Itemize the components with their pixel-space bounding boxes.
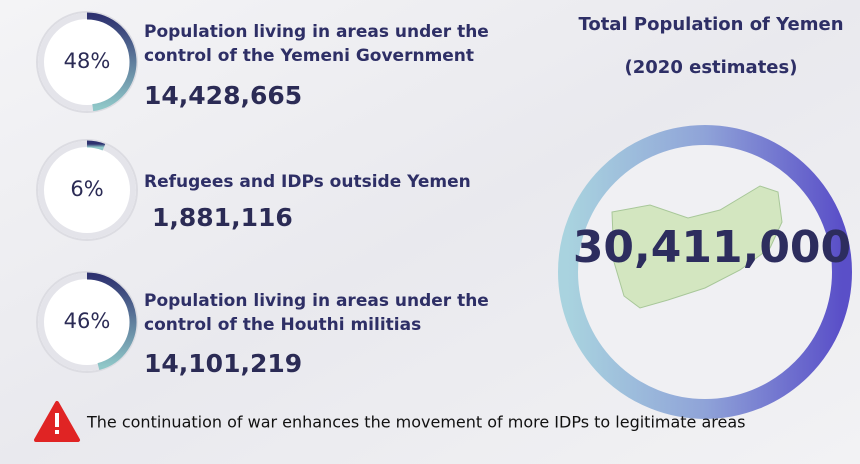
subtitle: (2020 estimates) bbox=[625, 57, 798, 78]
item-population: 14,101,219 bbox=[144, 349, 302, 378]
percent-arc bbox=[86, 12, 137, 112]
item-label: Population living in areas under the bbox=[144, 22, 489, 42]
ring-group: 48% 6% 46% bbox=[36, 11, 138, 373]
percent-label: 6% bbox=[70, 177, 103, 201]
item-population: 14,428,665 bbox=[144, 81, 302, 110]
percent-label: 48% bbox=[64, 49, 111, 73]
title: Total Population of Yemen bbox=[578, 14, 843, 35]
ring-shadow bbox=[36, 271, 138, 373]
percent-arc bbox=[86, 140, 106, 151]
item-label: Refugees and IDPs outside Yemen bbox=[144, 172, 471, 192]
yemen-map bbox=[611, 185, 783, 309]
percent-label: 46% bbox=[64, 309, 111, 333]
total-population: 30,411,000 bbox=[573, 222, 851, 273]
note: The continuation of war enhances the mov… bbox=[86, 413, 746, 432]
warning-icon-bar bbox=[55, 413, 59, 427]
item-label: control of the Yemeni Government bbox=[144, 46, 474, 66]
item-population: 1,881,116 bbox=[152, 203, 293, 232]
item-label: control of the Houthi militias bbox=[144, 315, 421, 335]
warning-icon-dot bbox=[55, 430, 59, 434]
percent-arc bbox=[86, 272, 137, 370]
ring-shadow bbox=[36, 11, 138, 113]
ring-shadow bbox=[36, 139, 138, 241]
item-label: Population living in areas under the bbox=[144, 291, 489, 311]
